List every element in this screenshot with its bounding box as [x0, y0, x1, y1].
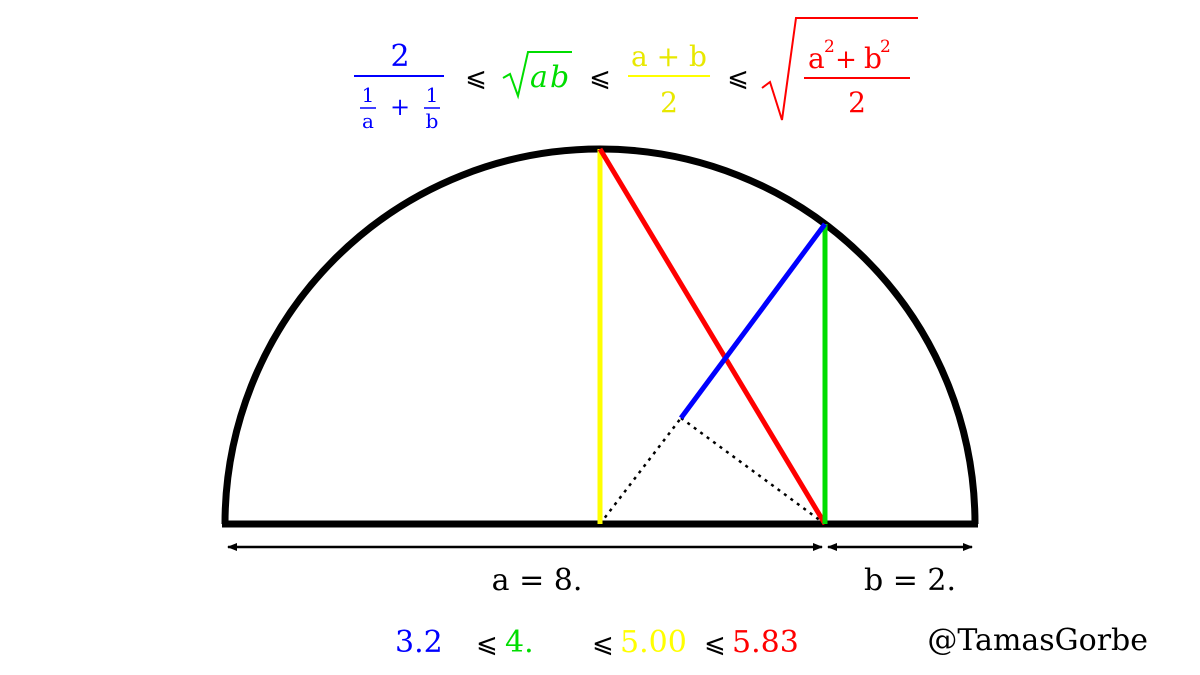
harmonic-mean-formula: 2 1 a + 1 b	[354, 39, 444, 133]
dotted-perpendicular-line	[680, 416, 826, 526]
hm-frac1-denominator: a	[362, 109, 374, 133]
gm-value: 4.	[505, 625, 534, 660]
hm-plus: +	[390, 93, 410, 121]
geometric-mean-formula: a b	[502, 51, 572, 100]
b-length-label: b = 2.	[864, 563, 956, 598]
leq-symbol-3: ⩽	[727, 63, 749, 93]
qm-value: 5.83	[732, 625, 799, 660]
qm-num-a: a	[808, 42, 825, 75]
am-numerator: a + b	[631, 40, 707, 73]
leq-symbol-1: ⩽	[465, 63, 487, 93]
qm-num-b: b	[864, 42, 882, 75]
am-denominator: 2	[660, 86, 678, 119]
credit-handle: @TamasGorbe	[927, 623, 1148, 658]
gm-radicand-a: a	[530, 60, 548, 95]
quadratic-mean-segment	[597, 147, 828, 526]
qm-denominator: 2	[848, 86, 866, 119]
dotted-radius-line	[599, 417, 682, 525]
harmonic-mean-segment	[678, 222, 828, 420]
hm-frac1-numerator: 1	[362, 83, 375, 107]
formula: 2 1 a + 1 b ⩽ a b ⩽ a + b 2 ⩽ a	[354, 17, 918, 133]
arithmetic-mean-formula: a + b 2	[628, 40, 710, 119]
leq-value-1: ⩽	[476, 629, 498, 659]
gm-radicand-b: b	[550, 60, 569, 95]
leq-symbol-2: ⩽	[589, 63, 611, 93]
measurements: a = 8. b = 2.	[227, 543, 973, 598]
numeric-values: 3.2 ⩽ 4. ⩽ 5.00 ⩽ 5.83	[395, 625, 799, 660]
hm-numerator: 2	[390, 39, 409, 74]
a-length-label: a = 8.	[492, 563, 583, 598]
hm-frac2-numerator: 1	[426, 83, 439, 107]
qm-sup-b: 2	[880, 37, 891, 57]
qm-radical-sign	[761, 17, 918, 121]
gm-radical-sign	[502, 51, 572, 100]
qm-sup-a: 2	[824, 37, 835, 57]
hm-frac2-denominator: b	[426, 109, 439, 133]
hm-value: 3.2	[395, 625, 443, 660]
qm-plus: +	[835, 45, 857, 75]
leq-value-3: ⩽	[704, 629, 726, 659]
geometry	[221, 145, 979, 528]
quadratic-mean-formula: a 2 + b 2 2	[761, 17, 918, 121]
leq-value-2: ⩽	[592, 629, 614, 659]
am-value: 5.00	[620, 625, 687, 660]
